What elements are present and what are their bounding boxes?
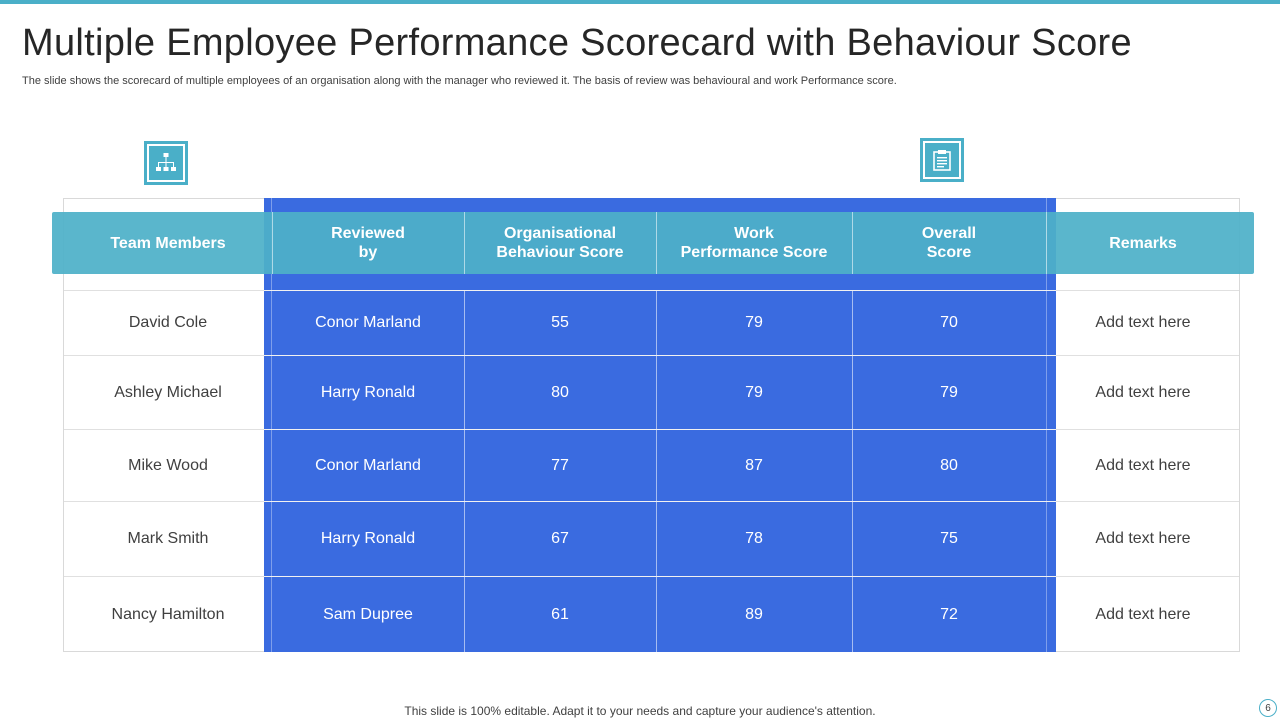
work-score: 79 [745, 314, 763, 331]
remarks-text[interactable]: Add text here [1095, 530, 1191, 547]
remarks-text[interactable]: Add text here [1095, 314, 1191, 331]
top-accent-bar [0, 0, 1280, 4]
overall-score: 80 [940, 456, 958, 474]
work-score: 89 [745, 605, 763, 623]
row-separator [264, 290, 1056, 291]
header-divider [1046, 212, 1047, 274]
overall-score: 70 [940, 314, 958, 331]
header-remarks: Remarks [1109, 234, 1177, 252]
row-separator [264, 355, 1056, 356]
behaviour-score: 80 [551, 383, 569, 401]
header-team-members: Team Members [110, 234, 226, 252]
page-title: Multiple Employee Performance Scorecard … [22, 22, 1132, 64]
org-chart-icon-glyph [156, 153, 176, 171]
reviewer-name: Harry Ronald [320, 530, 416, 547]
reviewer-name: Sam Dupree [323, 605, 413, 623]
column-divider [656, 290, 657, 652]
header-divider [656, 212, 657, 274]
overall-score: 79 [940, 383, 958, 401]
member-name: Nancy Hamilton [111, 605, 225, 623]
column-divider [852, 290, 853, 652]
row-separator [264, 576, 1056, 577]
behaviour-score: 55 [551, 314, 569, 331]
header-reviewed-by: Reviewed by [331, 225, 405, 261]
member-name: David Cole [128, 314, 208, 331]
footer-note: This slide is 100% editable. Adapt it to… [404, 704, 876, 718]
header-work-score: Work Performance Score [680, 225, 828, 261]
work-score: 87 [745, 456, 763, 474]
behaviour-score: 67 [551, 530, 569, 547]
work-score: 78 [745, 530, 763, 547]
row-separator [264, 501, 1056, 502]
column-divider [464, 290, 465, 652]
work-score: 79 [745, 383, 763, 401]
reviewer-name: Conor Marland [315, 314, 421, 331]
highlight-band-edge [1046, 198, 1047, 652]
highlight-band-edge [271, 198, 272, 652]
table-header [52, 212, 1254, 274]
behaviour-score: 77 [551, 456, 569, 474]
remarks-text[interactable]: Add text here [1095, 456, 1191, 474]
member-name: Ashley Michael [114, 383, 222, 401]
header-divider [464, 212, 465, 274]
page-number: 6 [1259, 699, 1277, 717]
clipboard-icon [920, 138, 964, 182]
member-name: Mark Smith [127, 530, 209, 547]
header-behaviour-score: Organisational Behaviour Score [496, 225, 624, 261]
remarks-text[interactable]: Add text here [1095, 383, 1191, 401]
org-chart-icon [144, 141, 188, 185]
remarks-text[interactable]: Add text here [1095, 605, 1191, 623]
behaviour-score: 61 [551, 605, 569, 623]
overall-score: 72 [940, 605, 958, 623]
reviewer-name: Harry Ronald [320, 383, 416, 401]
reviewer-name: Conor Marland [315, 456, 421, 474]
clipboard-icon-glyph [933, 150, 951, 171]
overall-score: 75 [940, 530, 958, 547]
header-divider [852, 212, 853, 274]
row-separator [264, 429, 1056, 430]
header-overall-score: Overall Score [921, 225, 977, 261]
page-subtitle: The slide shows the scorecard of multipl… [22, 75, 897, 87]
header-divider [272, 212, 273, 274]
member-name: Mike Wood [128, 456, 208, 474]
